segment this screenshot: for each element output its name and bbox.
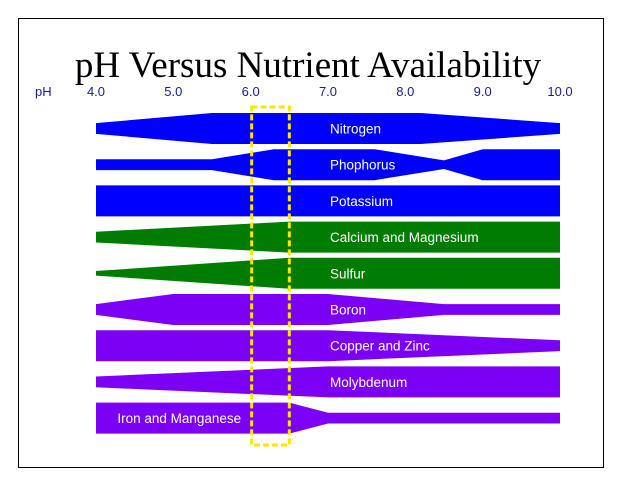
band-boron — [96, 294, 560, 325]
tick-label-4.0: 4.0 — [87, 84, 105, 99]
x-axis-label: pH — [35, 84, 52, 99]
tick-label-8.0: 8.0 — [396, 84, 414, 99]
band-label-sulfur: Sulfur — [330, 266, 366, 281]
tick-label-6.0: 6.0 — [242, 84, 260, 99]
chart-svg: pH Versus Nutrient Availability pH 4.0 5.… — [35, 45, 573, 447]
band-copper-and-zinc — [96, 330, 560, 362]
nutrient-bands — [96, 113, 560, 434]
band-label-phophorus: Phophorus — [330, 158, 396, 173]
chart-title: pH Versus Nutrient Availability — [75, 45, 542, 86]
tick-label-5.0: 5.0 — [164, 84, 182, 99]
band-label-molybdenum: Molybdenum — [330, 375, 407, 390]
band-labels: Nitrogen Phophorus Potassium Calcium and Ma… — [117, 122, 478, 427]
band-label-calcium-and-magnesium: Calcium and Magnesium — [330, 230, 479, 245]
band-label-potassium: Potassium — [330, 194, 393, 209]
band-molybdenum — [96, 366, 560, 398]
band-potassium — [96, 185, 560, 217]
tick-labels: 4.0 5.0 6.0 7.0 8.0 9.0 10.0 — [87, 84, 573, 99]
band-sulfur — [96, 257, 560, 289]
band-nitrogen — [96, 113, 560, 144]
optimal-ph-highlight — [250, 105, 291, 447]
band-calcium-and-magnesium — [96, 221, 560, 253]
band-label-iron-and-manganese: Iron and Manganese — [117, 411, 241, 426]
band-label-copper-and-zinc: Copper and Zinc — [330, 339, 430, 354]
tick-label-10.0: 10.0 — [547, 84, 572, 99]
tick-label-9.0: 9.0 — [474, 84, 492, 99]
chart-frame: pH Versus Nutrient Availability pH 4.0 5.… — [18, 18, 604, 468]
band-label-nitrogen: Nitrogen — [330, 122, 381, 137]
band-iron-and-manganese — [96, 402, 560, 434]
tick-label-7.0: 7.0 — [319, 84, 337, 99]
band-phophorus — [96, 149, 560, 181]
band-label-boron: Boron — [330, 303, 366, 318]
